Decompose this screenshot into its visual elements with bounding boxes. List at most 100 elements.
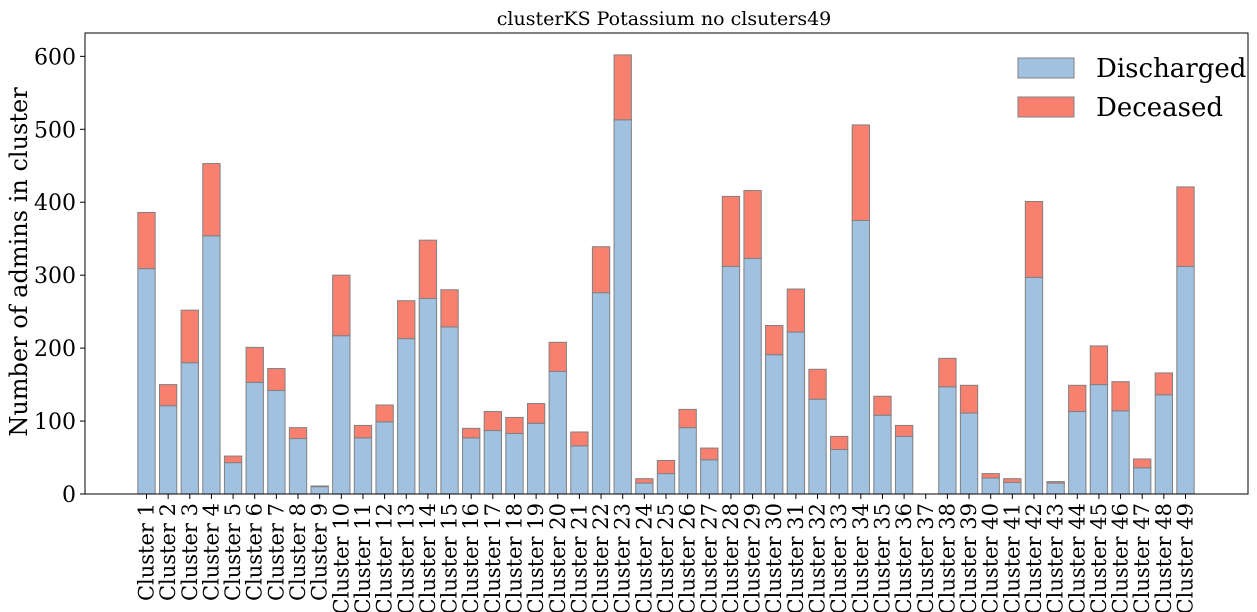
x-tick-label: Cluster 45 [1087,503,1111,612]
bar-deceased-1 [137,211,156,270]
bar-deceased-41 [1003,478,1022,483]
x-tick-label: Cluster 3 [178,503,202,601]
bar-discharged-26 [678,427,697,495]
bar-discharged-16 [462,437,481,495]
x-tick-label: Cluster 13 [394,503,418,612]
chart-title: clusterKS Potassium no clsuters49 [497,8,832,30]
bar-discharged-41 [1003,481,1022,495]
bar-deceased-18 [505,416,524,434]
bar-deceased-25 [656,459,676,475]
y-axis: 0 100 200 300 400 500 600 [34,45,85,508]
bar-deceased-29 [743,190,762,259]
bar-discharged-44 [1068,411,1087,495]
y-tick-label: 200 [34,337,76,362]
x-tick-label: Cluster 43 [1044,503,1068,612]
bar-deceased-19 [526,403,546,424]
y-tick-label: 600 [34,45,76,70]
bar-deceased-30 [765,325,784,356]
bar-discharged-21 [570,445,589,495]
bar-deceased-27 [700,447,719,461]
bar-discharged-25 [656,473,676,495]
x-tick-label: Cluster 34 [849,503,873,612]
bar-deceased-22 [591,246,611,294]
bar-deceased-49 [1176,186,1195,267]
bar-deceased-8 [288,427,308,440]
x-tick-label: Cluster 12 [373,503,397,612]
bar-deceased-16 [462,427,481,439]
bar-discharged-4 [202,235,221,495]
bar-deceased-7 [267,368,286,391]
bar-discharged-24 [635,482,654,495]
x-tick-label: Cluster 38 [935,503,959,612]
bar-deceased-24 [635,478,654,484]
bar-discharged-32 [808,398,827,495]
x-tick-label: Cluster 7 [264,503,288,601]
x-tick-label: Cluster 37 [914,503,938,612]
x-tick-label: Cluster 1 [135,503,159,601]
y-tick-label: 100 [34,410,76,435]
bar-discharged-38 [938,386,957,495]
x-tick-label: Cluster 29 [741,503,765,612]
y-tick-label: 500 [34,118,76,143]
bar-discharged-18 [505,432,524,495]
bar-discharged-29 [743,257,762,495]
x-tick-label: Cluster 46 [1109,503,1133,612]
bars-layer [137,54,1195,495]
bar-deceased-15 [440,289,459,328]
x-tick-label: Cluster 23 [611,503,635,612]
bar-discharged-17 [483,430,502,495]
x-tick-label: Cluster 39 [957,503,981,612]
bar-discharged-11 [353,437,373,495]
x-tick-label: Cluster 4 [199,503,223,601]
x-tick-label: Cluster 40 [979,503,1003,612]
x-tick-label: Cluster 28 [719,503,743,612]
bar-discharged-19 [526,422,546,495]
x-tick-label: Cluster 24 [632,503,656,612]
bar-discharged-3 [180,362,199,495]
bar-deceased-43 [1046,481,1065,484]
x-tick-label: Cluster 9 [308,503,332,601]
x-tick-label: Cluster 11 [351,503,375,612]
y-tick-label: 400 [34,191,76,216]
x-tick-label: Cluster 35 [870,503,894,612]
y-tick-label: 300 [34,264,76,289]
legend-label-deceased: Deceased [1096,93,1223,123]
bar-discharged-8 [288,438,308,495]
legend-label-discharged: Discharged [1096,54,1246,84]
y-axis-label: Number of admins in cluster [5,87,33,437]
bar-discharged-40 [981,477,1000,495]
bar-deceased-39 [959,384,979,414]
bar-discharged-43 [1046,482,1065,495]
bar-discharged-36 [894,435,914,495]
bar-discharged-22 [591,292,611,495]
bar-discharged-42 [1024,276,1044,495]
bar-discharged-34 [851,219,870,495]
bar-deceased-4 [202,163,221,237]
bar-discharged-15 [440,326,459,495]
bar-deceased-10 [332,274,351,337]
x-tick-label: Cluster 2 [156,503,180,601]
bar-deceased-34 [851,124,870,221]
bar-discharged-49 [1176,265,1195,495]
bar-discharged-45 [1089,384,1109,495]
plot-frame [84,32,1249,495]
bar-deceased-5 [223,455,243,464]
x-tick-label: Cluster 18 [502,503,526,612]
x-tick-label: Cluster 10 [329,503,353,612]
bar-deceased-42 [1024,201,1044,278]
bar-deceased-6 [245,346,264,383]
x-tick-label: Cluster 19 [524,503,548,612]
x-tick-label: Cluster 22 [589,503,613,612]
legend-swatch-deceased [1017,96,1075,118]
x-tick-label: Cluster 6 [243,503,267,601]
bar-deceased-11 [353,424,373,439]
bar-discharged-39 [959,412,979,495]
bar-deceased-12 [375,404,394,423]
bar-discharged-47 [1133,467,1152,495]
bar-deceased-35 [873,395,892,416]
bar-deceased-2 [158,384,178,407]
bar-discharged-33 [830,449,849,495]
bar-discharged-2 [158,405,178,495]
